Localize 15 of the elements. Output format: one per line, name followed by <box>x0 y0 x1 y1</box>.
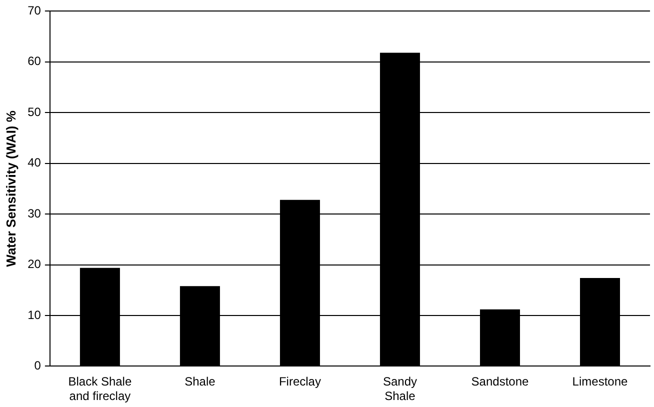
y-tick-label: 60 <box>28 54 42 68</box>
y-tick-label: 20 <box>28 257 42 272</box>
x-tick-label: Sandy Shale <box>382 374 417 404</box>
x-tick-label: Black Shale and fireclay <box>68 374 132 404</box>
x-tick-label: Limestone <box>572 374 628 389</box>
y-tick-label: 10 <box>28 308 42 322</box>
y-tick-label: 40 <box>28 156 42 170</box>
y-tick-label: 70 <box>28 4 42 18</box>
y-axis-title: Water Sensitivity (WAI) % <box>3 110 18 267</box>
y-tick-label: 30 <box>28 206 42 220</box>
x-tick-label: Sandstone <box>471 374 529 389</box>
y-tick-label: 50 <box>28 104 42 119</box>
y-tick-label: 0 <box>34 358 42 373</box>
x-tick-label: Fireclay <box>278 374 321 389</box>
x-tick-label: Shale <box>184 374 216 389</box>
